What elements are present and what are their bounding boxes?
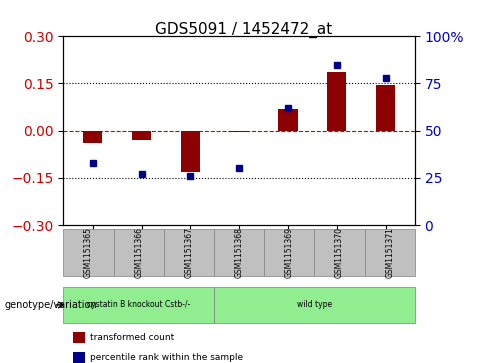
Text: wild type: wild type bbox=[297, 301, 332, 309]
Text: GSM1151367: GSM1151367 bbox=[184, 227, 193, 278]
Text: GSM1151371: GSM1151371 bbox=[385, 227, 394, 278]
Text: genotype/variation: genotype/variation bbox=[5, 300, 98, 310]
Bar bbox=[376, 85, 395, 131]
Text: transformed count: transformed count bbox=[90, 333, 175, 342]
Bar bbox=[132, 131, 151, 140]
Text: GSM1151370: GSM1151370 bbox=[335, 227, 344, 278]
Text: GSM1151368: GSM1151368 bbox=[235, 227, 244, 278]
Text: GSM1151366: GSM1151366 bbox=[134, 227, 143, 278]
Text: GSM1151365: GSM1151365 bbox=[84, 227, 93, 278]
Bar bbox=[278, 109, 298, 131]
Text: GSM1151369: GSM1151369 bbox=[285, 227, 294, 278]
Bar bbox=[229, 131, 249, 132]
Bar bbox=[327, 73, 346, 131]
Text: cystatin B knockout Cstb-/-: cystatin B knockout Cstb-/- bbox=[87, 301, 190, 309]
Text: percentile rank within the sample: percentile rank within the sample bbox=[90, 353, 244, 362]
Bar bbox=[181, 131, 200, 172]
Text: GDS5091 / 1452472_at: GDS5091 / 1452472_at bbox=[155, 22, 333, 38]
Bar bbox=[83, 131, 102, 143]
